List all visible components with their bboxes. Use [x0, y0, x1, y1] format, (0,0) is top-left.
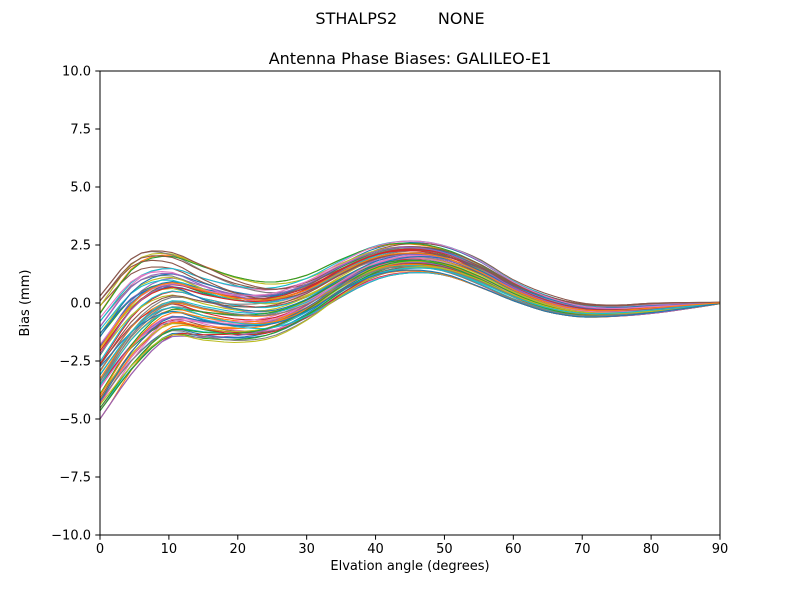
ensemble-line [100, 249, 720, 306]
ensemble-line [100, 267, 720, 375]
x-tick-label: 0 [96, 542, 104, 557]
y-tick-label: 0.0 [70, 297, 91, 312]
x-tick-label: 50 [436, 542, 453, 557]
x-tick-label: 10 [161, 542, 178, 557]
y-tick-label: 7.5 [70, 123, 91, 138]
x-axis-label: Elvation angle (degrees) [330, 559, 490, 574]
y-tick-label: 2.5 [70, 239, 91, 254]
ensemble-line [100, 240, 720, 345]
y-tick-label: 10.0 [62, 65, 91, 80]
ensemble-line [100, 266, 720, 406]
figure-suptitle: STHALPS2 NONE [315, 9, 485, 28]
x-tick-label: 60 [505, 542, 522, 557]
ensemble-line [100, 248, 720, 352]
x-tick-label: 30 [298, 542, 315, 557]
x-tick-label: 70 [574, 542, 591, 557]
plot-area [100, 240, 720, 420]
y-tick-label: 5.0 [70, 181, 91, 196]
axes-title: Antenna Phase Biases: GALILEO-E1 [268, 49, 552, 68]
y-tick-label: −10.0 [51, 529, 91, 544]
y-tick-label: −7.5 [59, 471, 91, 486]
ensemble-line [100, 252, 720, 349]
y-tick-label: −5.0 [59, 413, 91, 428]
axes-spines [99, 70, 721, 536]
ensemble-line [100, 266, 720, 383]
y-tick-label: −2.5 [59, 355, 91, 370]
x-tick-label: 80 [643, 542, 660, 557]
x-tick-label: 90 [712, 542, 729, 557]
x-tick-label: 20 [230, 542, 247, 557]
ensemble-line [100, 255, 720, 388]
ensemble-line [100, 269, 720, 402]
x-tick-label: 40 [367, 542, 384, 557]
